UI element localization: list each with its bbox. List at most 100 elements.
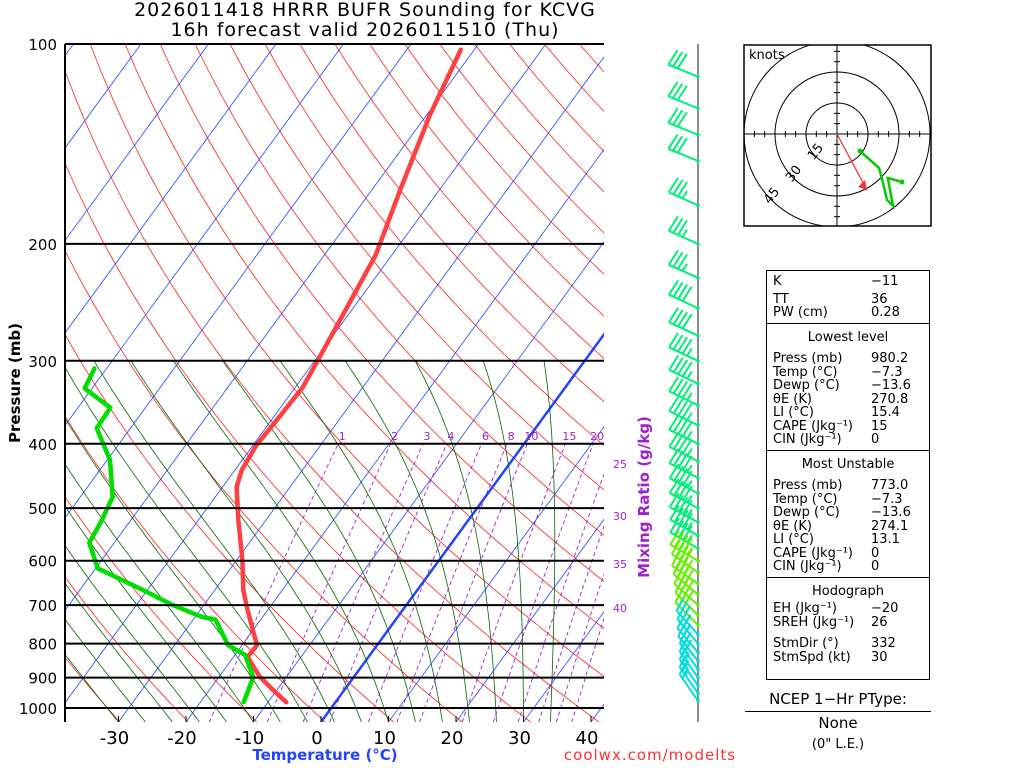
- wind-barb-dot: [696, 423, 700, 427]
- dry-adiabat: [194, 44, 604, 536]
- wind-barb-flag: [672, 179, 684, 195]
- index-value: 332: [871, 636, 896, 651]
- index-row: PW (cm) 0.28: [773, 306, 929, 320]
- pressure-tick-label: 800: [28, 636, 57, 654]
- wind-barb: [667, 133, 700, 163]
- wind-barb-flag: [672, 309, 684, 325]
- section-header: Hodograph: [812, 583, 884, 599]
- wind-barb-flag: [668, 463, 680, 479]
- dry-adiabat: [334, 44, 604, 360]
- isotherm: [253, 241, 604, 722]
- wind-barb-dot: [696, 683, 700, 688]
- lowest-level-section: Lowest level Press (mb) 980.2 Temp (°C) −7.…: [767, 324, 929, 451]
- index-value: −13.6: [871, 378, 911, 393]
- wind-barb-staff: [678, 666, 699, 694]
- index-label: SREH (Jkg⁻¹): [773, 614, 855, 630]
- wind-barb-flag: [677, 419, 689, 435]
- index-value: 773.0: [871, 478, 909, 493]
- wind-barb-half: [681, 190, 688, 199]
- hodograph-ring-label: 45: [761, 185, 783, 207]
- mixing-ratio-line: [517, 472, 604, 722]
- mixing-ratio-line: [396, 443, 508, 722]
- index-row: SREH (Jkg⁻¹) 26: [773, 614, 929, 630]
- wind-barb-flag: [668, 396, 680, 412]
- wind-barb-flag: [677, 452, 689, 469]
- wind-barb-flag: [668, 376, 680, 392]
- pressure-tick-label: 1000: [19, 700, 57, 718]
- wind-barb-flag: [676, 53, 688, 69]
- mixing-ratio-label: 1: [339, 430, 346, 443]
- wind-barb-flag: [677, 219, 688, 236]
- index-label: Press (mb): [773, 478, 843, 493]
- dry-adiabat: [65, 656, 121, 722]
- wind-barb-flag: [667, 81, 679, 97]
- wind-barb-flag: [672, 251, 684, 268]
- ptype-title: NCEP 1−Hr PType:: [769, 690, 907, 708]
- dry-adiabat: [65, 333, 394, 722]
- temperature-tick-label: -30: [100, 728, 129, 749]
- wind-barb-flag: [678, 522, 689, 538]
- wind-barb-dot: [696, 203, 700, 208]
- index-value: 15: [871, 418, 888, 434]
- wind-barb-flag: [676, 615, 685, 629]
- wind-barb-half: [681, 263, 688, 272]
- wind-barb-dot: [696, 603, 700, 607]
- index-value: 30: [871, 649, 888, 665]
- wind-barb-staff: [667, 95, 699, 110]
- dry-adiabat: [264, 44, 604, 446]
- wind-barb-half: [686, 534, 693, 543]
- mixing-ratio-label: 30: [613, 510, 627, 523]
- isotherm: [185, 148, 604, 722]
- isotherm: [65, 44, 479, 612]
- pressure-tick-label: 900: [28, 670, 57, 688]
- wind-barb-dot: [696, 333, 700, 338]
- index-row: Temp (°C) −7.3: [773, 491, 929, 507]
- wind-barb: [668, 307, 700, 338]
- temperature-tick-label: 30: [508, 728, 531, 749]
- moist-adiabat: [543, 360, 556, 722]
- index-label: Temp (°C): [773, 491, 838, 507]
- wind-barb-dot: [696, 403, 700, 408]
- wind-barb-dot: [696, 506, 700, 510]
- mixing-ratio-line: [329, 443, 448, 722]
- index-label: PW (cm): [773, 305, 828, 320]
- wind-barb-flag: [678, 639, 687, 652]
- wind-barb-staff: [678, 642, 699, 671]
- wind-barb-flag: [673, 465, 684, 482]
- dry-adiabat: [65, 162, 531, 722]
- hodograph-units-label: knots: [749, 48, 785, 63]
- index-value: −7.3: [871, 491, 903, 507]
- mixing-ratio-label: 6: [482, 430, 489, 443]
- index-value: 0: [871, 559, 880, 574]
- index-value: −11: [871, 274, 899, 289]
- wind-barb-flag: [668, 492, 680, 508]
- wind-barb-flag: [677, 336, 688, 353]
- index-label: θE (K): [773, 391, 812, 407]
- index-label: Press (mb): [773, 351, 843, 366]
- moist-adiabat: [414, 360, 497, 722]
- isotherm: [65, 44, 344, 427]
- wind-barb-flag: [677, 483, 689, 499]
- wind-barb-flag: [677, 380, 689, 397]
- mixing-ratio-line: [266, 443, 392, 722]
- wind-barb-dot: [696, 242, 700, 246]
- wind-barb-half: [681, 229, 688, 238]
- wind-barb-dot: [696, 459, 700, 464]
- wind-barb: [668, 354, 700, 386]
- wind-barb-flag: [672, 334, 684, 350]
- chart-title-line1: 2026011418 HRRR BUFR Sounding for KCVG: [134, 0, 596, 21]
- wind-barb-half: [686, 392, 693, 401]
- index-label: CAPE (Jkg⁻¹): [773, 545, 853, 561]
- isotherm: [65, 44, 412, 519]
- index-value: 26: [871, 614, 888, 630]
- wind-barb-half: [686, 522, 693, 531]
- index-label: K: [773, 274, 782, 289]
- wind-barb-dot: [696, 106, 700, 111]
- wind-barb-flag: [673, 434, 684, 450]
- wind-barb: [667, 177, 700, 208]
- index-value: 15.4: [871, 405, 900, 420]
- most-unstable-section: Most Unstable Press (mb) 773.0 Temp (°C) −7…: [767, 451, 929, 578]
- wind-barb-half: [684, 669, 690, 676]
- wind-barb-flag: [681, 421, 693, 437]
- index-label: Dewp (°C): [773, 505, 840, 520]
